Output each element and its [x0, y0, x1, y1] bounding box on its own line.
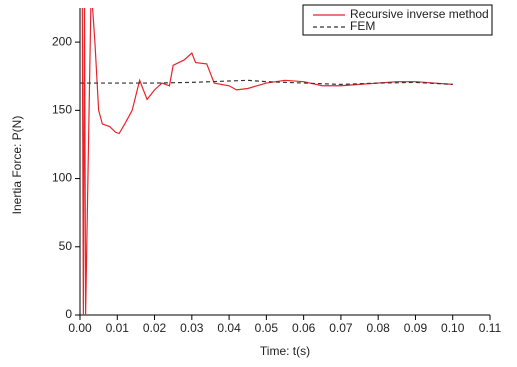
- y-axis-title: Inertia Force: P(N): [10, 116, 24, 215]
- y-tick-label: 50: [59, 239, 73, 253]
- x-tick-label: 0.02: [143, 321, 167, 335]
- x-tick-label: 0.05: [255, 321, 279, 335]
- x-tick-label: 0.04: [217, 321, 241, 335]
- x-tick-label: 0.00: [68, 321, 92, 335]
- x-tick-label: 0.01: [106, 321, 130, 335]
- y-tick-label: 150: [52, 103, 72, 117]
- x-tick-label: 0.10: [441, 321, 465, 335]
- x-axis-title: Time: t(s): [260, 344, 310, 358]
- y-tick-label: 0: [65, 307, 72, 321]
- x-tick-label: 0.03: [180, 321, 204, 335]
- y-tick-label: 100: [52, 171, 72, 185]
- legend-label: FEM: [350, 19, 375, 33]
- x-tick-label: 0.09: [404, 321, 428, 335]
- x-tick-label: 0.06: [292, 321, 316, 335]
- x-tick-label: 0.08: [367, 321, 391, 335]
- y-tick-label: 200: [52, 34, 72, 48]
- series-line: [80, 79, 453, 86]
- x-tick-label: 0.11: [479, 321, 502, 335]
- series-line: [81, 8, 453, 315]
- x-tick-label: 0.07: [329, 321, 353, 335]
- legend-label: Recursive inverse method: [350, 7, 489, 21]
- legend-box: [302, 4, 493, 36]
